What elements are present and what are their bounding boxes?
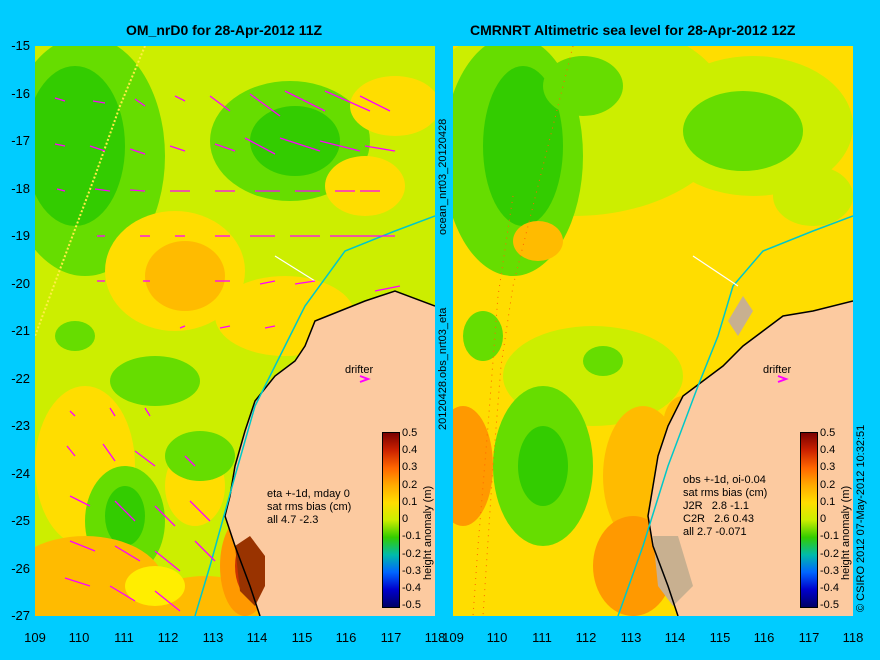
right-drifter-label: drifter	[763, 364, 792, 376]
y-tick-label: -17	[11, 133, 30, 148]
left-colorbar	[382, 432, 400, 608]
left-cb-tick: 0.2	[402, 479, 418, 491]
right-cb-tick: -0.2	[820, 548, 839, 560]
x-tick-label: 118	[424, 630, 446, 645]
x-tick-label: 117	[798, 630, 820, 645]
left-cb-tick: 0.1	[402, 496, 418, 508]
right-map-title: CMRNRT Altimetric sea level for 28-Apr-2…	[470, 22, 796, 38]
y-tick-label: -25	[11, 513, 30, 528]
left-drifter-label: drifter	[345, 364, 374, 376]
copyright-label: © CSIRO 2012 07-May-2012 10:32:51	[855, 424, 867, 612]
left-sea-level-map	[35, 46, 435, 616]
right-colorbar-title: height anomaly (m)	[840, 485, 852, 580]
left-cb-tick: 0	[402, 513, 409, 525]
y-tick-label: -19	[11, 228, 30, 243]
right-cb-tick: 0.5	[820, 427, 836, 439]
right-cb-tick: 0.1	[820, 496, 836, 508]
left-note-1: eta +-1d, mday 0	[267, 488, 350, 500]
right-map-panel: drifter obs +-1d, oi-0.04 sat rms bias (…	[453, 46, 853, 616]
middle-bottom-label: 20120428.obs_nrt03_eta	[437, 307, 449, 430]
right-cb-tick: 0	[820, 513, 827, 525]
y-tick-label: -15	[11, 38, 30, 53]
x-tick-label: 111	[532, 630, 552, 645]
x-tick-label: 115	[709, 630, 731, 645]
x-tick-label: 112	[575, 630, 597, 645]
left-map-panel: drifter eta +-1d, mday 0 sat rms bias (c…	[35, 46, 435, 616]
x-tick-label: 116	[753, 630, 775, 645]
right-note-5: all 2.7 -0.071	[683, 526, 747, 538]
x-tick-label: 118	[842, 630, 864, 645]
x-tick-label: 112	[157, 630, 179, 645]
x-tick-label: 114	[246, 630, 268, 645]
x-tick-label: 117	[380, 630, 402, 645]
right-cb-tick: 0.3	[820, 461, 836, 473]
x-tick-label: 109	[24, 630, 46, 645]
right-sea-level-map	[453, 46, 853, 616]
left-cb-tick: 0.3	[402, 461, 418, 473]
left-cb-tick: -0.5	[402, 599, 421, 611]
y-tick-label: -16	[11, 86, 30, 101]
y-tick-label: -20	[11, 276, 30, 291]
right-colorbar	[800, 432, 818, 608]
left-cb-tick: -0.4	[402, 582, 421, 594]
middle-top-label: ocean_nrt03_20120428	[437, 118, 449, 235]
x-tick-label: 113	[202, 630, 224, 645]
right-cb-tick: -0.3	[820, 565, 839, 577]
y-tick-label: -26	[11, 561, 30, 576]
left-cb-tick: 0.4	[402, 444, 418, 456]
x-tick-label: 110	[486, 630, 508, 645]
right-cb-tick: -0.5	[820, 599, 839, 611]
left-colorbar-title: height anomaly (m)	[422, 485, 434, 580]
right-note-4: C2R 2.6 0.43	[683, 513, 754, 525]
right-note-3: J2R 2.8 -1.1	[683, 500, 750, 512]
y-tick-label: -24	[11, 466, 30, 481]
left-cb-tick: -0.2	[402, 548, 421, 560]
left-note-2: sat rms bias (cm)	[267, 501, 352, 513]
x-tick-label: 109	[442, 630, 464, 645]
x-tick-label: 113	[620, 630, 642, 645]
left-cb-tick: 0.5	[402, 427, 418, 439]
right-cb-tick: 0.2	[820, 479, 836, 491]
x-tick-label: 116	[335, 630, 357, 645]
y-tick-label: -27	[11, 608, 30, 623]
right-note-2: sat rms bias (cm)	[683, 487, 768, 499]
y-tick-label: -23	[11, 418, 30, 433]
left-note-3: all 4.7 -2.3	[267, 514, 319, 526]
x-tick-label: 110	[68, 630, 90, 645]
drifter-marker-icon	[777, 375, 789, 383]
y-tick-label: -21	[11, 323, 30, 338]
left-cb-tick: -0.1	[402, 530, 421, 542]
x-tick-label: 115	[291, 630, 313, 645]
y-tick-label: -22	[11, 371, 30, 386]
drifter-marker-icon	[359, 375, 371, 383]
right-cb-tick: 0.4	[820, 444, 836, 456]
right-note-1: obs +-1d, oi-0.04	[683, 474, 766, 486]
left-map-title: OM_nrD0 for 28-Apr-2012 11Z	[126, 22, 323, 38]
left-cb-tick: -0.3	[402, 565, 421, 577]
right-cb-tick: -0.4	[820, 582, 839, 594]
x-tick-label: 114	[664, 630, 686, 645]
right-cb-tick: -0.1	[820, 530, 839, 542]
y-tick-label: -18	[11, 181, 30, 196]
x-tick-label: 111	[114, 630, 134, 645]
